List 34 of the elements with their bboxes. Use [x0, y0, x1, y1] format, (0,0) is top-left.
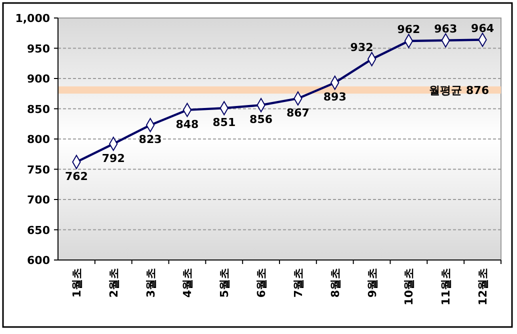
data-label: 932	[350, 41, 374, 54]
data-label: 823	[138, 133, 162, 146]
y-tick-label: 850	[27, 102, 50, 116]
y-tick-label: 800	[27, 133, 50, 146]
x-tick-label: 4월초	[181, 268, 194, 298]
y-tick-label: 750	[27, 163, 50, 176]
y-tick-label: 950	[27, 42, 50, 56]
x-tick-label: 7월초	[292, 268, 305, 298]
y-tick-label: 650	[27, 224, 50, 237]
data-label: 848	[176, 118, 199, 131]
x-tick-label: 3월초	[144, 268, 158, 298]
y-tick-label: 600	[27, 254, 50, 267]
x-tick-label: 11월초	[440, 268, 453, 306]
x-tick-label: 9월초	[366, 268, 379, 298]
data-label: 964	[471, 22, 494, 35]
x-tick-label: 12월초	[476, 268, 490, 306]
data-label: 867	[286, 106, 310, 120]
x-tick-label: 2월초	[107, 268, 120, 298]
data-label: 893	[323, 90, 346, 104]
x-tick-label: 5월초	[218, 268, 232, 298]
data-label: 792	[102, 152, 125, 165]
data-label: 762	[64, 170, 88, 183]
y-tick-label: 700	[27, 194, 50, 206]
y-tick-label: 900	[27, 72, 50, 86]
x-tick-label: 6월초	[255, 268, 268, 298]
data-label: 963	[434, 22, 458, 36]
band-label: 월평균 876	[429, 84, 490, 97]
x-tick-label: 8월초	[328, 268, 342, 298]
data-label: 962	[397, 22, 420, 36]
y-tick-label: 1,000	[15, 12, 50, 25]
data-label: 851	[212, 116, 236, 130]
data-label: 856	[250, 113, 273, 126]
x-tick-label: 10월초	[402, 268, 416, 306]
x-tick-label: 1월초	[70, 268, 84, 298]
